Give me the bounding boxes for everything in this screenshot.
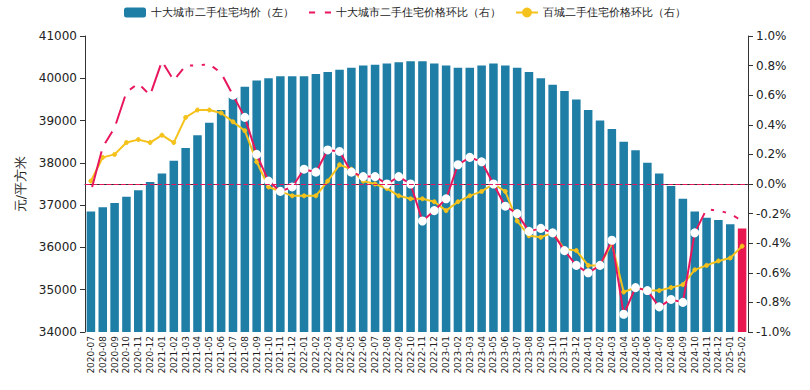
svg-text:2024-12: 2024-12 bbox=[713, 336, 723, 374]
svg-text:元/平方米: 元/平方米 bbox=[13, 156, 28, 212]
svg-text:2023-06: 2023-06 bbox=[500, 336, 510, 374]
svg-text:2022-10: 2022-10 bbox=[406, 336, 416, 374]
svg-text:41000: 41000 bbox=[39, 29, 77, 43]
svg-text:34000: 34000 bbox=[39, 325, 77, 339]
svg-text:-0.2%: -0.2% bbox=[756, 207, 791, 221]
svg-text:2024-04: 2024-04 bbox=[619, 336, 629, 374]
svg-text:百城二手住宅价格环比（右）: 百城二手住宅价格环比（右） bbox=[543, 6, 686, 19]
svg-text:2022-09: 2022-09 bbox=[394, 336, 404, 374]
svg-text:2023-05: 2023-05 bbox=[488, 336, 498, 374]
svg-text:2021-04: 2021-04 bbox=[192, 336, 202, 374]
svg-text:-0.8%: -0.8% bbox=[756, 295, 791, 309]
svg-text:2023-11: 2023-11 bbox=[559, 336, 569, 374]
svg-text:36000: 36000 bbox=[39, 240, 77, 254]
svg-text:2024-02: 2024-02 bbox=[595, 336, 605, 374]
svg-text:十大城市二手住宅价格环比（右）: 十大城市二手住宅价格环比（右） bbox=[336, 6, 501, 19]
svg-text:十大城市二手住宅均价（左）: 十大城市二手住宅均价（左） bbox=[151, 6, 294, 19]
svg-text:2021-01: 2021-01 bbox=[157, 336, 167, 374]
svg-text:-1.0%: -1.0% bbox=[756, 325, 791, 339]
svg-text:2024-05: 2024-05 bbox=[631, 336, 641, 374]
svg-text:2020-08: 2020-08 bbox=[98, 336, 108, 374]
svg-text:2021-11: 2021-11 bbox=[275, 336, 285, 374]
svg-text:2025-02: 2025-02 bbox=[737, 336, 747, 374]
svg-text:-0.4%: -0.4% bbox=[756, 236, 791, 250]
svg-text:2023-09: 2023-09 bbox=[536, 336, 546, 374]
svg-text:38000: 38000 bbox=[39, 156, 77, 170]
svg-text:2022-01: 2022-01 bbox=[299, 336, 309, 374]
svg-text:0.0%: 0.0% bbox=[756, 177, 787, 191]
svg-text:35000: 35000 bbox=[39, 283, 77, 297]
svg-text:2021-12: 2021-12 bbox=[287, 336, 297, 374]
svg-text:2022-02: 2022-02 bbox=[311, 336, 321, 374]
svg-text:2024-06: 2024-06 bbox=[642, 336, 652, 374]
svg-text:0.8%: 0.8% bbox=[756, 59, 787, 73]
svg-text:-0.6%: -0.6% bbox=[756, 266, 791, 280]
svg-text:2023-10: 2023-10 bbox=[548, 336, 558, 374]
svg-text:2024-03: 2024-03 bbox=[607, 336, 617, 374]
svg-text:2021-09: 2021-09 bbox=[252, 336, 262, 374]
svg-text:2023-03: 2023-03 bbox=[465, 336, 475, 374]
svg-text:2023-08: 2023-08 bbox=[524, 336, 534, 374]
svg-text:2022-11: 2022-11 bbox=[417, 336, 427, 374]
svg-text:0.6%: 0.6% bbox=[756, 88, 787, 102]
svg-text:2020-09: 2020-09 bbox=[110, 336, 120, 374]
svg-text:2021-03: 2021-03 bbox=[181, 336, 191, 374]
svg-text:2025-01: 2025-01 bbox=[725, 336, 735, 374]
svg-text:2021-02: 2021-02 bbox=[169, 336, 179, 374]
svg-text:1.0%: 1.0% bbox=[756, 29, 787, 43]
svg-text:2020-10: 2020-10 bbox=[121, 336, 131, 374]
svg-text:37000: 37000 bbox=[39, 198, 77, 212]
svg-text:0.2%: 0.2% bbox=[756, 147, 787, 161]
svg-text:2022-04: 2022-04 bbox=[335, 336, 345, 374]
svg-text:2021-05: 2021-05 bbox=[204, 336, 214, 374]
svg-text:2023-12: 2023-12 bbox=[571, 336, 581, 374]
svg-text:40000: 40000 bbox=[39, 71, 77, 85]
svg-text:0.4%: 0.4% bbox=[756, 118, 787, 132]
svg-text:2022-07: 2022-07 bbox=[370, 336, 380, 374]
svg-text:2024-08: 2024-08 bbox=[666, 336, 676, 374]
svg-text:2020-07: 2020-07 bbox=[86, 336, 96, 374]
svg-text:2020-11: 2020-11 bbox=[133, 336, 143, 374]
svg-text:2020-12: 2020-12 bbox=[145, 336, 155, 374]
svg-text:2022-03: 2022-03 bbox=[323, 336, 333, 374]
svg-text:2021-07: 2021-07 bbox=[228, 336, 238, 374]
svg-text:2022-12: 2022-12 bbox=[429, 336, 439, 374]
svg-text:2023-02: 2023-02 bbox=[453, 336, 463, 374]
svg-text:2024-07: 2024-07 bbox=[654, 336, 664, 374]
svg-text:2024-01: 2024-01 bbox=[583, 336, 593, 374]
svg-text:2024-09: 2024-09 bbox=[678, 336, 688, 374]
svg-text:2021-06: 2021-06 bbox=[216, 336, 226, 374]
svg-text:2024-10: 2024-10 bbox=[690, 336, 700, 374]
svg-text:2023-01: 2023-01 bbox=[441, 336, 451, 374]
svg-text:2023-07: 2023-07 bbox=[512, 336, 522, 374]
svg-text:2021-10: 2021-10 bbox=[264, 336, 274, 374]
svg-text:2022-05: 2022-05 bbox=[346, 336, 356, 374]
svg-text:2024-11: 2024-11 bbox=[702, 336, 712, 374]
svg-text:2022-08: 2022-08 bbox=[382, 336, 392, 374]
svg-text:2022-06: 2022-06 bbox=[358, 336, 368, 374]
svg-text:2023-04: 2023-04 bbox=[477, 336, 487, 374]
svg-text:2021-08: 2021-08 bbox=[240, 336, 250, 374]
svg-text:39000: 39000 bbox=[39, 114, 77, 128]
